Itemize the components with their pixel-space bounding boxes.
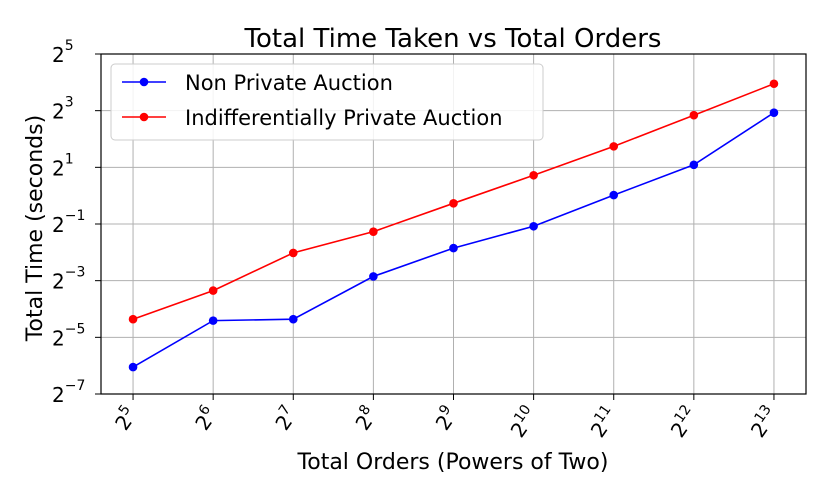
x-tick-label: 29 bbox=[429, 402, 463, 435]
series-1-point bbox=[449, 199, 458, 208]
x-tick-label: 25 bbox=[108, 402, 142, 435]
y-tick-label: 2−5 bbox=[52, 321, 85, 350]
legend-box bbox=[110, 63, 544, 141]
y-tick-label: 23 bbox=[52, 95, 74, 124]
series-1-point bbox=[689, 110, 699, 120]
x-tick-label: 26 bbox=[189, 402, 223, 435]
x-tick-label: 213 bbox=[744, 402, 783, 442]
series-0-point bbox=[769, 108, 779, 117]
y-tick-label: 2−7 bbox=[52, 378, 85, 407]
y-axis-label: Total Time (seconds) bbox=[23, 115, 48, 342]
series-0-point bbox=[128, 362, 138, 372]
x-tick-label: 211 bbox=[584, 402, 623, 442]
series-1-point bbox=[769, 79, 779, 89]
y-tick-label: 2−1 bbox=[52, 208, 85, 237]
series-0-point bbox=[609, 190, 619, 200]
x-tick-label: 28 bbox=[349, 402, 383, 435]
legend-label-non-private: Non Private Auction bbox=[185, 71, 393, 95]
series-1-point bbox=[529, 170, 538, 180]
series-1-point bbox=[288, 248, 298, 258]
series-0-point bbox=[689, 160, 699, 170]
y-tick-label: 2−3 bbox=[52, 265, 85, 294]
legend: Non Private Auction Indifferentially Pri… bbox=[110, 63, 544, 141]
legend-label-private: Indifferentially Private Auction bbox=[185, 106, 503, 130]
legend-marker-private bbox=[139, 112, 149, 122]
series-1-point bbox=[128, 314, 138, 324]
series-layer bbox=[128, 79, 779, 372]
chart-title: Total Time Taken vs Total Orders bbox=[244, 24, 662, 54]
legend-marker-non-private bbox=[139, 77, 149, 87]
x-tick-label: 210 bbox=[504, 402, 543, 442]
x-tick-label: 27 bbox=[269, 402, 303, 435]
series-1-point bbox=[609, 142, 619, 151]
x-axis-ticks: 25 26 27 28 29 210 211 212 213 bbox=[108, 394, 783, 442]
y-tick-label: 25 bbox=[52, 38, 74, 67]
series-0-point bbox=[369, 272, 378, 281]
y-axis-ticks: 2−7 2−5 2−3 2−1 21 23 25 bbox=[52, 38, 101, 407]
series-0-point bbox=[288, 314, 298, 324]
series-1-point bbox=[369, 227, 378, 236]
y-tick-label: 21 bbox=[52, 151, 74, 180]
series-0-point bbox=[529, 221, 538, 231]
series-0-point bbox=[208, 316, 218, 325]
x-tick-label: 212 bbox=[664, 402, 703, 442]
x-axis-label: Total Orders (Powers of Two) bbox=[297, 450, 609, 475]
series-0-point bbox=[449, 243, 458, 253]
series-1-point bbox=[208, 286, 218, 295]
